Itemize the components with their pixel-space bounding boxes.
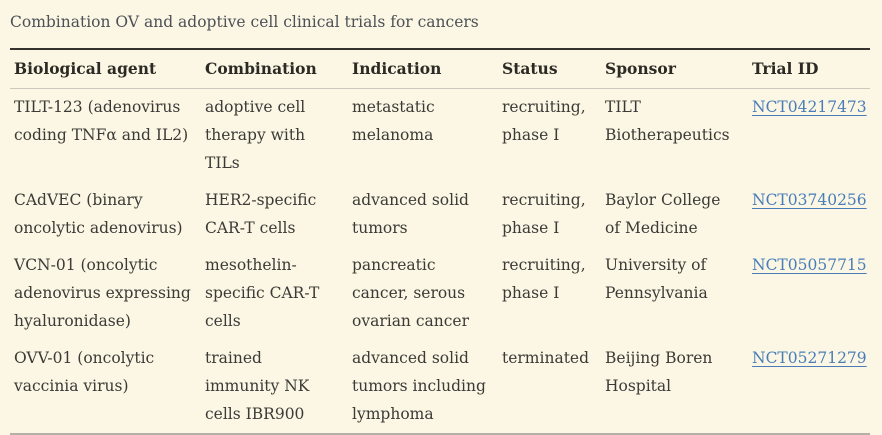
- cell-combination: trained immunity NK cells IBR900: [205, 349, 310, 423]
- cell-trial-id: NCT03740256: [748, 182, 870, 247]
- cell-biological-agent: VCN-01 (oncolytic adenovirus expressing …: [14, 256, 191, 330]
- cell-status: recruiting, phase I: [502, 98, 586, 144]
- cell-combination: adoptive cell therapy with TILs: [205, 98, 306, 172]
- cell-indication: pancreatic cancer, serous ovarian cancer: [352, 256, 470, 330]
- column-header-combination: Combination: [201, 49, 348, 89]
- cell-combination: HER2-specific CAR-T cells: [205, 191, 317, 237]
- cell-biological-agent: TILT-123 (adenovirus coding TNFα and IL2…: [14, 98, 189, 144]
- trial-id-link[interactable]: NCT05271279: [752, 349, 867, 367]
- clinical-trials-table: Biological agent Combination Indication …: [10, 48, 870, 435]
- column-header-biological-agent: Biological agent: [10, 49, 201, 89]
- cell-trial-id: NCT05271279: [748, 340, 870, 434]
- cell-sponsor: University of Pennsylvania: [605, 256, 708, 302]
- trial-id-link[interactable]: NCT04217473: [752, 98, 867, 116]
- cell-indication: metastatic melanoma: [352, 98, 435, 144]
- cell-indication: advanced solid tumors including lymphoma: [352, 349, 486, 423]
- table-caption: Combination OV and adoptive cell clinica…: [10, 13, 479, 31]
- column-header-indication: Indication: [348, 49, 498, 89]
- cell-indication: advanced solid tumors: [352, 191, 469, 237]
- cell-trial-id: NCT04217473: [748, 89, 870, 183]
- page: Combination OV and adoptive cell clinica…: [0, 10, 882, 435]
- cell-status: recruiting, phase I: [502, 191, 586, 237]
- trial-id-link[interactable]: NCT03740256: [752, 191, 867, 209]
- cell-combination: mesothelin-specific CAR-T cells: [205, 256, 320, 330]
- table-row-cadvec: CAdVEC (binary oncolytic adenovirus) HER…: [10, 182, 870, 247]
- cell-biological-agent: CAdVEC (binary oncolytic adenovirus): [14, 191, 183, 237]
- cell-sponsor: Beijing Boren Hospital: [605, 349, 713, 395]
- trial-id-link[interactable]: NCT05057715: [752, 256, 867, 274]
- table-row-vcn-01: VCN-01 (oncolytic adenovirus expressing …: [10, 247, 870, 340]
- cell-biological-agent: OVV-01 (oncolytic vaccinia virus): [14, 349, 155, 395]
- table-row-ovv-01: OVV-01 (oncolytic vaccinia virus) traine…: [10, 340, 870, 434]
- cell-status: recruiting, phase I: [502, 256, 586, 302]
- cell-sponsor: TILT Biotherapeutics: [605, 98, 730, 144]
- cell-trial-id: NCT05057715: [748, 247, 870, 340]
- table-row-tilt-123: TILT-123 (adenovirus coding TNFα and IL2…: [10, 89, 870, 183]
- column-header-status: Status: [498, 49, 601, 89]
- header-row: Biological agent Combination Indication …: [10, 49, 870, 89]
- cell-status: terminated: [502, 349, 590, 367]
- cell-sponsor: Baylor College of Medicine: [605, 191, 721, 237]
- table-header: Biological agent Combination Indication …: [10, 49, 870, 89]
- column-header-sponsor: Sponsor: [601, 49, 748, 89]
- column-header-trial-id: Trial ID: [748, 49, 870, 89]
- table-body: TILT-123 (adenovirus coding TNFα and IL2…: [10, 89, 870, 435]
